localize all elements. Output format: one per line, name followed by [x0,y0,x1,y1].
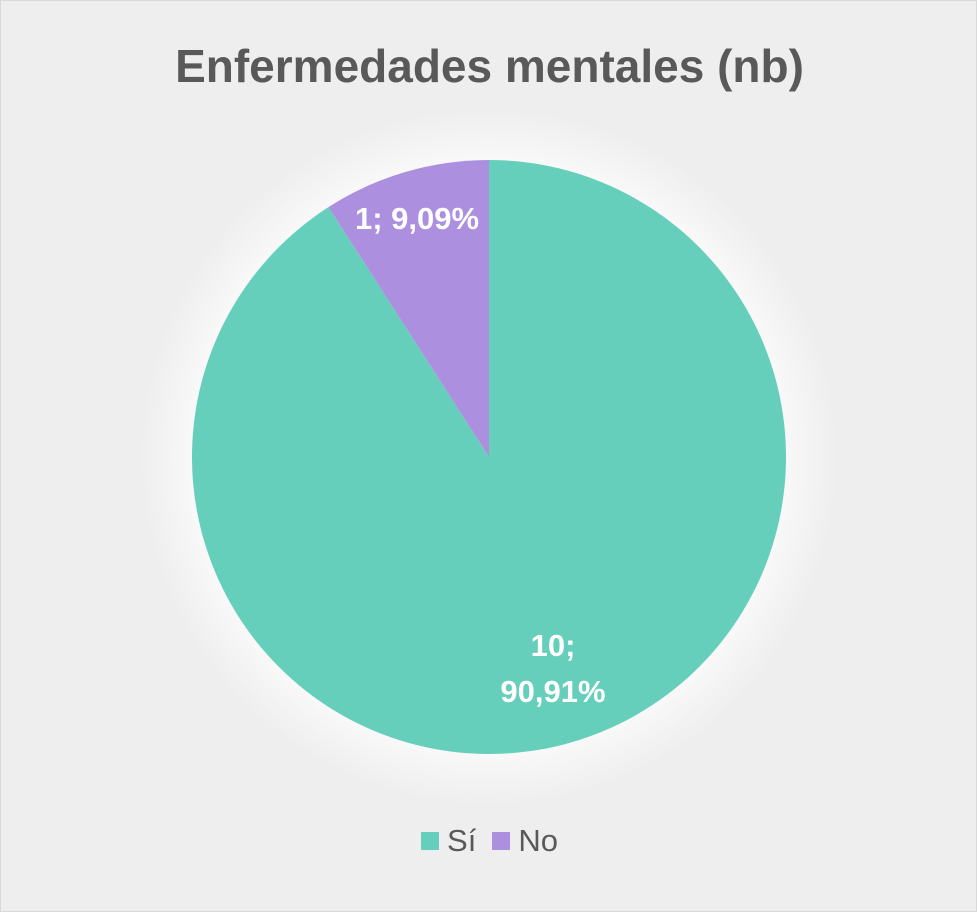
data-label-no: 1; 9,09% [355,201,479,236]
pie-slice-si [192,160,786,754]
legend-item-no: No [492,823,558,859]
legend-label-no: No [518,823,558,859]
data-label-line: 1; 9,09% [355,201,479,236]
data-label-line: 10; [531,628,576,663]
legend-swatch-no [492,832,510,850]
legend-item-si: Sí [421,823,476,859]
legend-swatch-si [421,832,439,850]
legend-label-si: Sí [447,823,476,859]
data-label-line: 90,91% [500,674,605,709]
legend: Sí No [1,823,977,859]
